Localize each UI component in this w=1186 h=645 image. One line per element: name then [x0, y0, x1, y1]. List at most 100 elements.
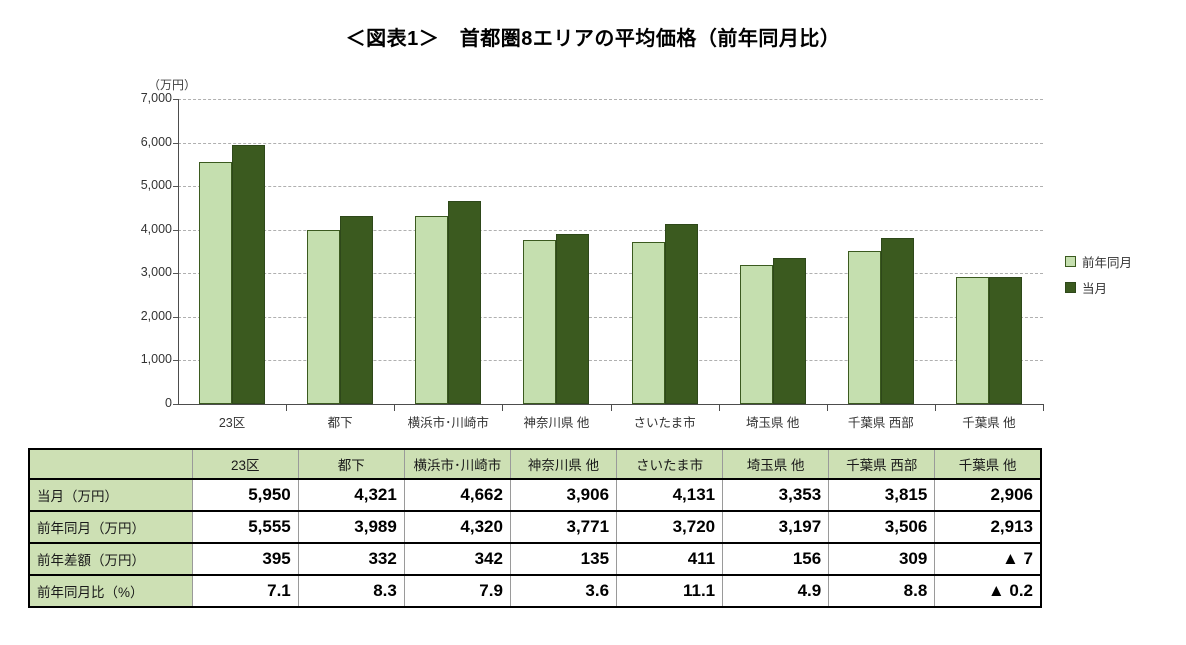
- y-axis-tick-mark: [173, 229, 178, 231]
- bar-group: [523, 99, 590, 404]
- table-column-header: 都下: [297, 448, 405, 480]
- table-cell: 3,989: [297, 510, 405, 544]
- table-cell: 8.8: [828, 574, 936, 608]
- bar-group: [955, 99, 1022, 404]
- table-column-header: 神奈川県 他: [509, 448, 618, 480]
- bar-current-month: [448, 200, 482, 404]
- table-column-header: 千葉県 西部: [828, 448, 936, 480]
- bar-current-month: [772, 257, 806, 404]
- table-cell: 4.9: [722, 574, 830, 608]
- table-cell: 4,662: [403, 478, 511, 512]
- table-row: 前年同月（万円） 5,555 3,989 4,320 3,771 3,720 3,197 3,…: [27, 510, 1043, 544]
- x-axis-tick-mark: [394, 404, 396, 411]
- table-row-header: 当月（万円）: [27, 478, 193, 512]
- table-cell: 135: [509, 542, 618, 576]
- table-cell: 309: [828, 542, 936, 576]
- bar-prev-year: [199, 161, 233, 404]
- data-table: 23区 都下 横浜市･川崎市 神奈川県 他さいたま市 埼玉県 他千葉県 西部 千葉県 他 …: [27, 448, 1043, 608]
- y-axis-tick-label: 5,000: [140, 178, 172, 193]
- gridline: [178, 273, 1043, 275]
- x-axis-category-label: 23区: [218, 416, 246, 430]
- table-header: 23区 都下 横浜市･川崎市 神奈川県 他さいたま市 埼玉県 他千葉県 西部 千葉県 他: [27, 448, 1043, 480]
- table-cell: 8.3: [297, 574, 405, 608]
- table-cell: 5,555: [191, 510, 299, 544]
- bar-current-month: [340, 215, 374, 404]
- x-axis-category-label: 都下: [327, 416, 353, 430]
- bar-current-month: [556, 233, 590, 404]
- table-column-header: 23区: [191, 448, 299, 480]
- legend-swatch-icon: [1065, 255, 1076, 267]
- x-axis-category-label: 千葉県 他: [962, 416, 1016, 430]
- bar-prev-year: [307, 230, 341, 404]
- gridline: [178, 360, 1043, 362]
- table-cell: 2,913: [934, 510, 1043, 544]
- y-axis-unit-label: （万円）: [148, 78, 197, 92]
- bar-prev-year: [739, 264, 773, 404]
- x-axis-category-label: 神奈川県 他: [523, 416, 590, 430]
- y-axis-tick-label: 3,000: [140, 265, 172, 280]
- x-axis-tick-mark: [610, 404, 612, 411]
- y-axis-tick-mark: [173, 360, 178, 362]
- bar-prev-year: [955, 277, 989, 404]
- y-axis-tick-labels: 0 1,000 2,000 3,000 4,000 5,000 6,000 7,000: [100, 92, 172, 409]
- y-axis-tick-label: 4,000: [140, 221, 172, 236]
- table-body: 当月（万円） 5,950 4,321 4,662 3,906 4,131 3,353 3,81…: [27, 478, 1043, 608]
- table-cell: 411: [616, 542, 724, 576]
- table-cell: ▲ 0.2: [934, 574, 1043, 608]
- table-row: 前年同月比（%） 7.1 8.3 7.9 3.6 11.1 4.9 8.8 ▲ 0.2: [27, 574, 1043, 608]
- y-axis-tick-label: 0: [165, 396, 172, 410]
- table-column-header: 横浜市･川崎市: [403, 448, 511, 480]
- gridline: [178, 186, 1043, 188]
- table-cell: ▲ 7: [934, 542, 1043, 576]
- table-row-header: 前年同月（万円）: [27, 510, 193, 544]
- y-axis-tick-mark: [173, 273, 178, 275]
- bar-current-month: [664, 224, 698, 404]
- table-row: 前年差額（万円） 395 332 342 135 411 156 309 ▲ 7: [27, 542, 1043, 576]
- bar-prev-year: [631, 241, 665, 404]
- y-axis-tick-mark: [173, 404, 178, 405]
- legend-swatch-icon: [1065, 281, 1076, 293]
- table-cell: 395: [191, 542, 299, 576]
- legend-item-current-month[interactable]: 当月: [1065, 274, 1185, 300]
- legend-item-prev-year[interactable]: 前年同月: [1065, 248, 1185, 274]
- y-axis-line: [178, 99, 179, 405]
- table-cell: 332: [297, 542, 405, 576]
- y-axis-tick-mark: [173, 316, 178, 318]
- x-axis-category-label: 横浜市･川崎市: [407, 416, 489, 430]
- table-cell: 3,815: [828, 478, 936, 512]
- plot-area: [173, 99, 1043, 405]
- y-axis-tick-label: 6,000: [140, 134, 172, 149]
- x-axis-tick-mark: [934, 404, 936, 411]
- chart-legend: 前年同月当月: [1065, 248, 1185, 300]
- x-axis-tick-mark: [718, 404, 720, 411]
- bar-group: [307, 99, 374, 404]
- x-axis-category-label: 千葉県 西部: [847, 416, 914, 430]
- bar-group: [199, 99, 266, 404]
- bar-group: [739, 99, 806, 404]
- gridline: [178, 229, 1043, 231]
- bar-current-month: [988, 277, 1022, 404]
- bar-group: [631, 99, 698, 404]
- gridline: [178, 99, 1043, 100]
- x-axis-category-label: さいたま市: [633, 416, 696, 430]
- y-axis-tick-mark: [173, 99, 178, 100]
- page-title: ＜図表1＞ 首都圏8エリアの平均価格（前年同月比）: [345, 28, 841, 50]
- table-column-header: 千葉県 他: [934, 448, 1043, 480]
- y-axis-tick-label: 7,000: [140, 91, 172, 105]
- x-axis-category-label: 埼玉県 他: [745, 416, 800, 430]
- gridline: [178, 316, 1043, 318]
- table-cell: 7.9: [403, 574, 511, 608]
- table-cell: 3,906: [509, 478, 618, 512]
- legend-label: 前年同月: [1082, 255, 1133, 270]
- table-cell: 4,131: [616, 478, 724, 512]
- x-axis-tick-mark: [1043, 404, 1044, 411]
- x-axis-tick-mark: [826, 404, 828, 411]
- table-cell: 11.1: [616, 574, 724, 608]
- table-cell: 5,950: [191, 478, 299, 512]
- y-axis-tick-mark: [173, 142, 178, 144]
- table-cell: 2,906: [934, 478, 1043, 512]
- table-corner-cell: [27, 448, 193, 480]
- table-column-header: さいたま市: [616, 448, 724, 480]
- x-axis-tick-mark: [286, 404, 288, 411]
- table-cell: 4,320: [403, 510, 511, 544]
